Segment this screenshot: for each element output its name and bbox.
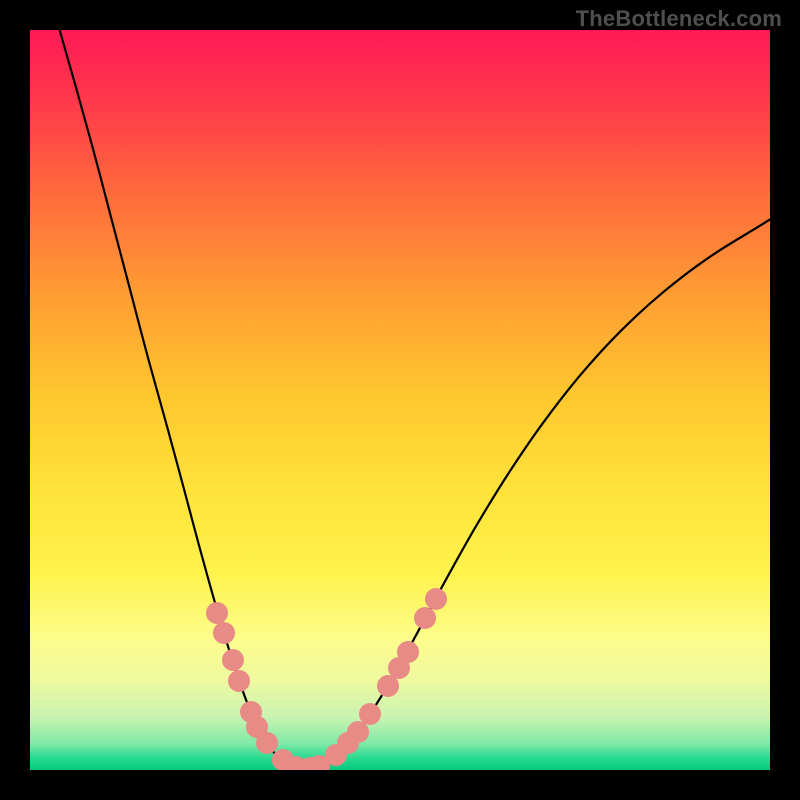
curve-marker (425, 588, 447, 610)
chart-plot-area (30, 30, 770, 770)
curve-marker (397, 641, 419, 663)
curve-marker (359, 703, 381, 725)
watermark-label: TheBottleneck.com (576, 6, 782, 32)
curve-marker (213, 622, 235, 644)
